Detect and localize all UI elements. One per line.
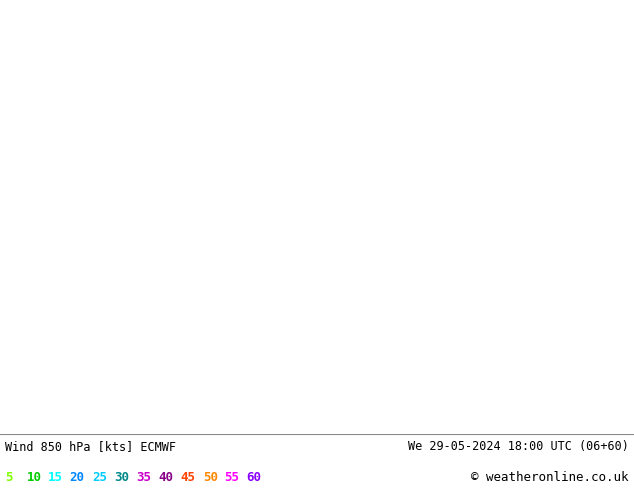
Text: 45: 45 [181, 471, 196, 484]
Text: 20: 20 [70, 471, 85, 484]
Text: We 29-05-2024 18:00 UTC (06+60): We 29-05-2024 18:00 UTC (06+60) [408, 440, 629, 453]
Text: 10: 10 [27, 471, 42, 484]
Text: 50: 50 [203, 471, 218, 484]
Text: © weatheronline.co.uk: © weatheronline.co.uk [472, 471, 629, 484]
Text: Wind 850 hPa [kts] ECMWF: Wind 850 hPa [kts] ECMWF [5, 440, 176, 453]
Text: 15: 15 [48, 471, 63, 484]
Text: 30: 30 [114, 471, 129, 484]
Text: 40: 40 [158, 471, 174, 484]
Text: 55: 55 [224, 471, 240, 484]
Text: 5: 5 [5, 471, 13, 484]
Text: 60: 60 [246, 471, 261, 484]
Text: 35: 35 [136, 471, 152, 484]
Text: 25: 25 [92, 471, 107, 484]
